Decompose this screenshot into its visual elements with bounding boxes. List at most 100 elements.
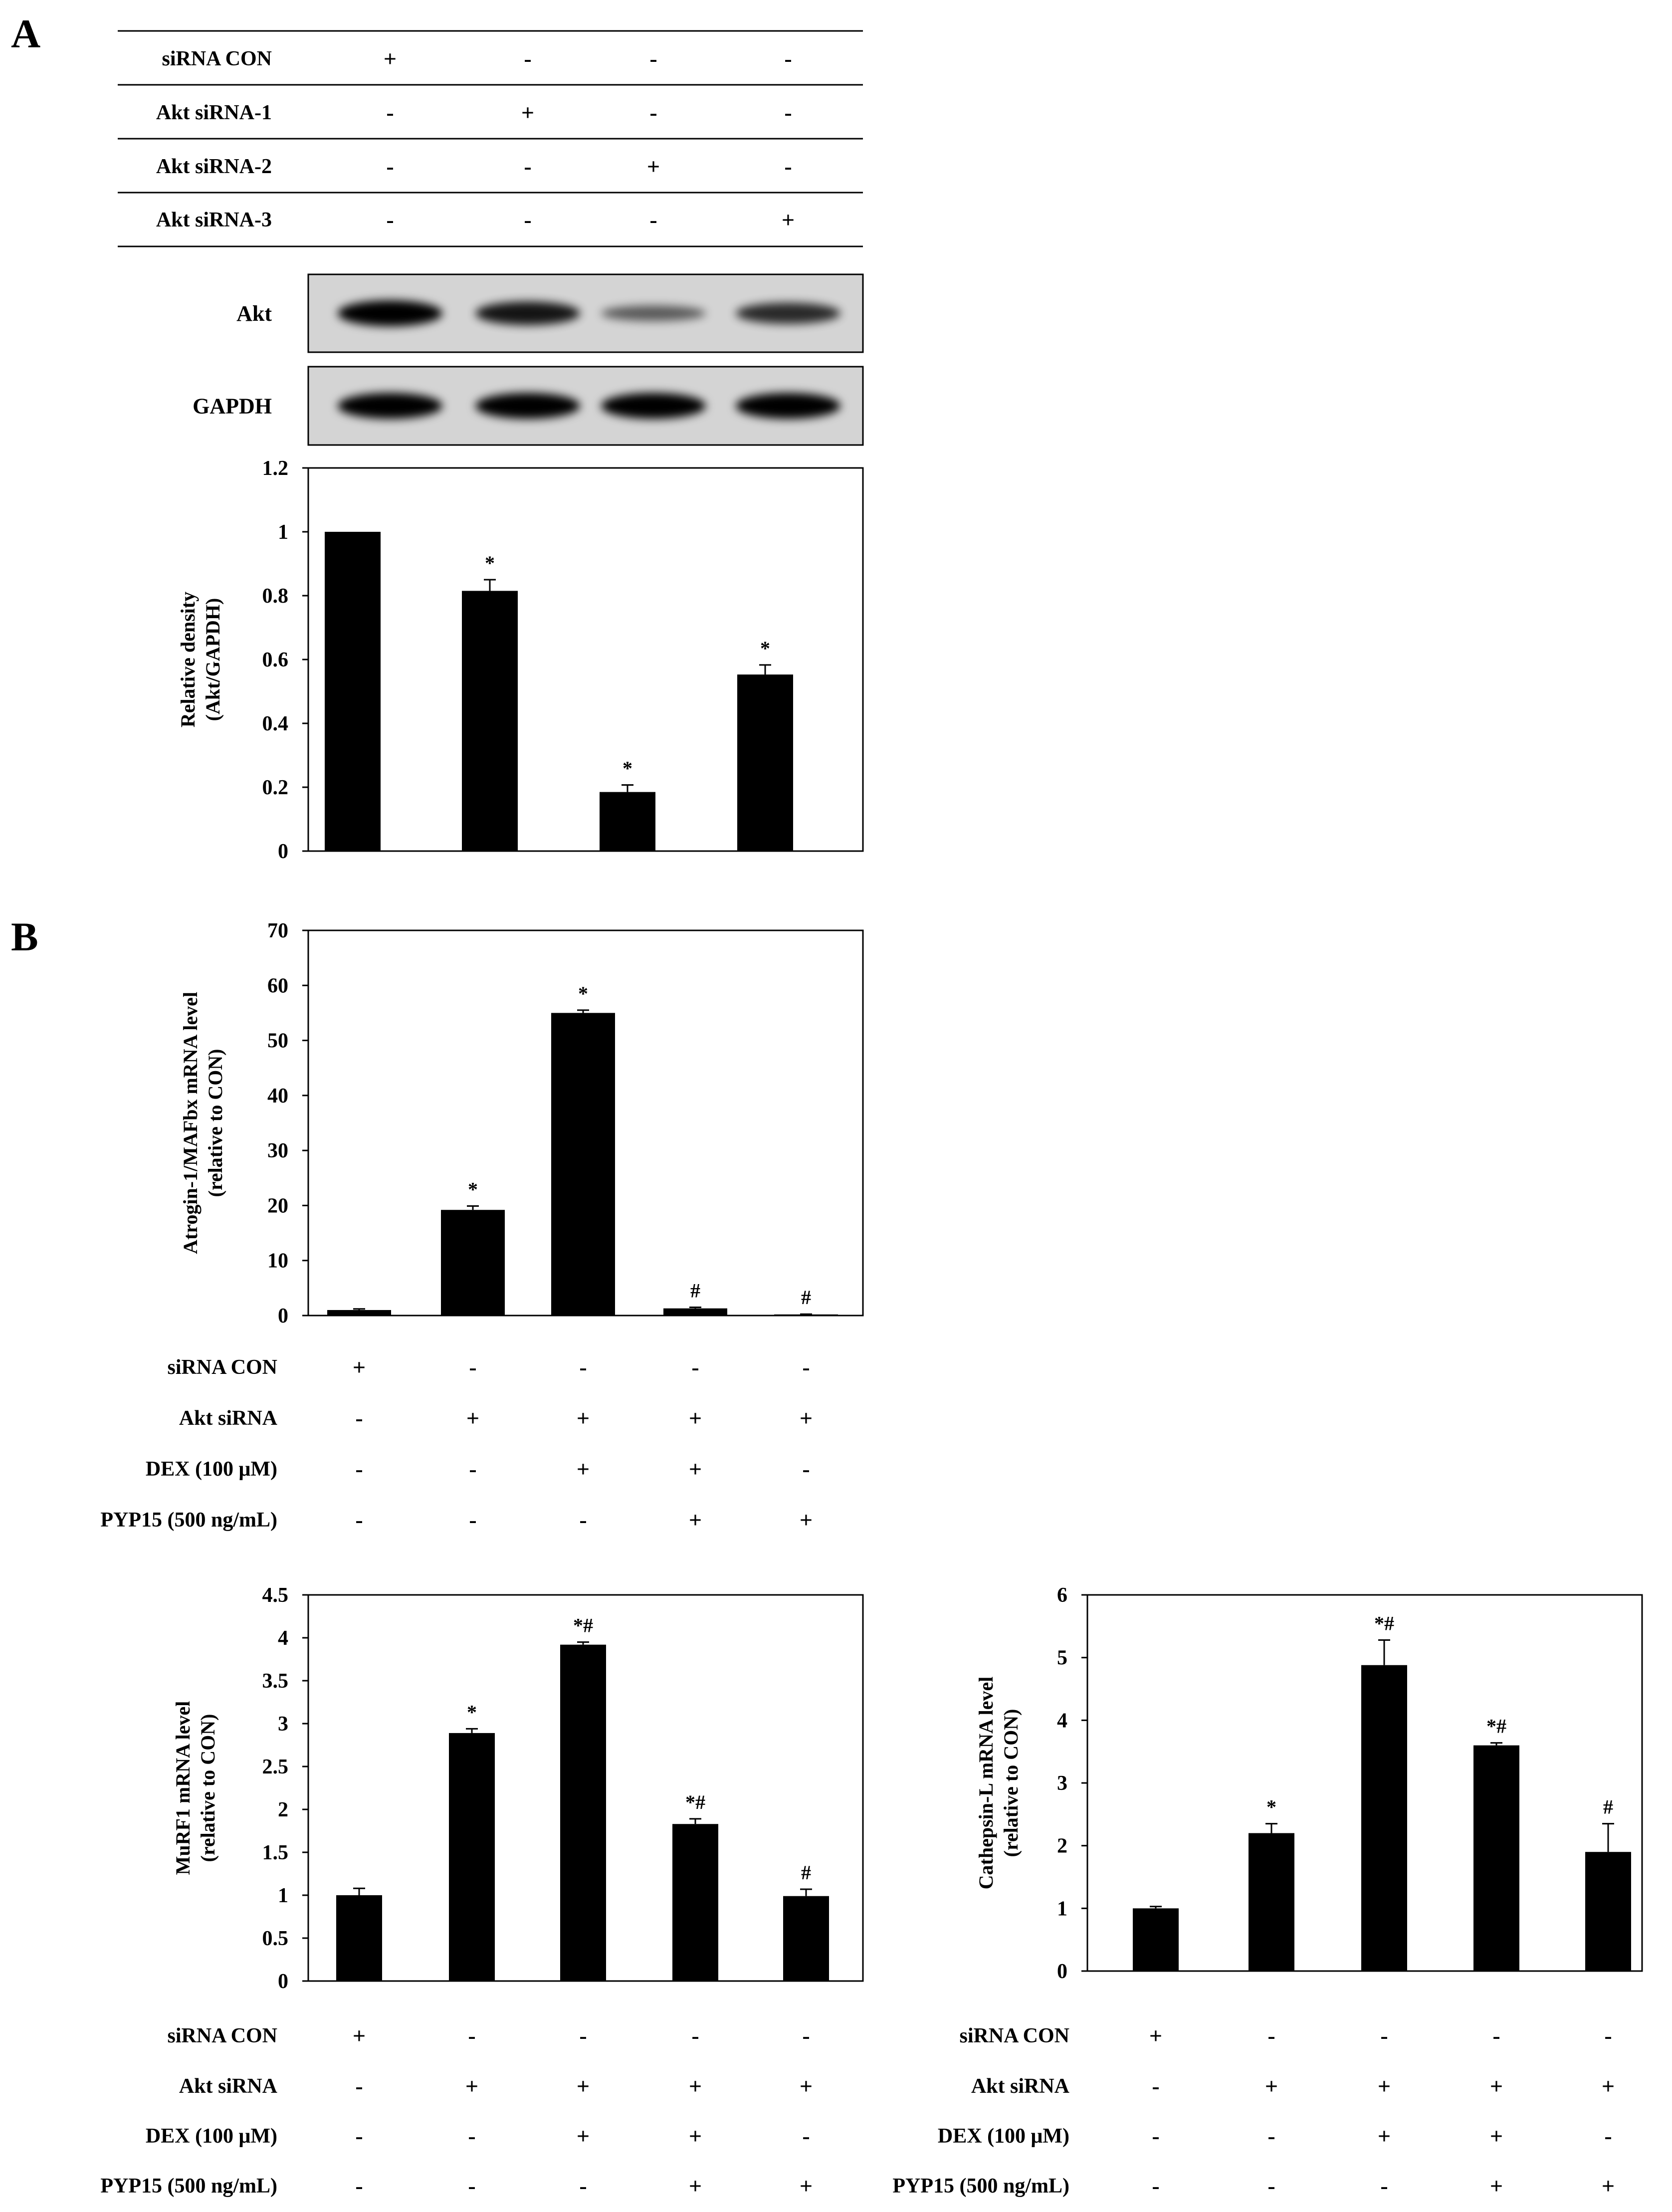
condition-sign: - — [649, 100, 657, 125]
significance-mark: * — [485, 552, 495, 574]
condition-sign: - — [1267, 2173, 1275, 2199]
condition-label: DEX (100 μM) — [938, 2125, 1069, 2148]
y-tick-label: 70 — [267, 919, 288, 942]
bar — [551, 1013, 615, 1316]
bar — [449, 1733, 495, 1981]
condition-sign: - — [784, 100, 792, 125]
significance-mark: *# — [1374, 1612, 1394, 1634]
condition-sign: - — [579, 1354, 587, 1380]
y-axis-label-line2: (relative to CON) — [204, 1049, 226, 1197]
y-axis-label-line1: Relative density — [177, 592, 199, 727]
condition-sign: + — [577, 2073, 590, 2099]
condition-sign: - — [784, 46, 792, 71]
y-tick-label: 40 — [267, 1085, 288, 1107]
condition-sign: + — [1378, 2123, 1391, 2149]
panel-letter-a: A — [11, 11, 40, 56]
condition-sign: + — [800, 2073, 813, 2099]
condition-sign: - — [1604, 2123, 1612, 2149]
condition-sign: - — [649, 46, 657, 71]
y-tick-label: 50 — [267, 1030, 288, 1053]
condition-sign: + — [782, 207, 795, 232]
significance-mark: *# — [1486, 1715, 1506, 1738]
y-tick-label: 3.5 — [262, 1670, 289, 1693]
y-tick-label: 0.8 — [262, 585, 289, 608]
condition-sign: + — [353, 1354, 366, 1380]
condition-label: Akt siRNA-1 — [156, 101, 272, 124]
condition-sign: + — [577, 2123, 590, 2149]
condition-label: siRNA CON — [167, 1356, 277, 1379]
condition-sign: + — [689, 1405, 702, 1431]
chart-akt-density: 0 0.2 0.4 0.6 0.8 1 1.2 Relative density (Akt/GA… — [177, 457, 864, 863]
bar — [327, 1310, 391, 1316]
condition-sign: + — [1265, 2073, 1278, 2099]
bar — [560, 1644, 606, 1981]
y-tick-label: 60 — [267, 974, 288, 997]
y-tick-label: 4 — [278, 1627, 288, 1650]
significance-mark: # — [1603, 1796, 1613, 1818]
significance-mark: * — [1266, 1796, 1276, 1818]
condition-sign: - — [469, 1507, 476, 1533]
y-tick-label: 4.5 — [262, 1584, 289, 1607]
condition-sign: - — [524, 46, 531, 71]
significance-mark: * — [468, 1178, 478, 1201]
condition-sign: - — [1267, 2023, 1275, 2048]
y-tick-label: 10 — [267, 1250, 288, 1273]
chart-atrogin: 0 10 20 30 40 50 60 70 Atrogin-1/MAFbx mRNA leve… — [179, 919, 864, 1327]
y-tick-label: 1 — [1057, 1897, 1067, 1920]
y-tick-label: 3 — [278, 1713, 288, 1736]
y-tick-label: 1.2 — [262, 457, 289, 480]
condition-label: siRNA CON — [162, 47, 272, 70]
condition-sign: + — [800, 1405, 813, 1431]
condition-sign: - — [1152, 2073, 1159, 2099]
blot-band — [475, 301, 580, 325]
y-axis-label-line1: Cathepsin-L mRNA level — [975, 1677, 997, 1890]
condition-sign: + — [1490, 2073, 1503, 2099]
condition-sign: + — [1490, 2123, 1503, 2149]
condition-sign: - — [355, 2073, 363, 2099]
condition-sign: + — [577, 1456, 590, 1482]
condition-label: Akt siRNA-3 — [156, 209, 272, 231]
condition-sign: + — [466, 1405, 479, 1431]
condition-sign: - — [468, 2173, 475, 2199]
bar — [672, 1824, 718, 1981]
blot-band — [601, 393, 706, 419]
condition-sign: + — [800, 1507, 813, 1533]
bar — [336, 1895, 382, 1981]
panel-a-condition-table: siRNA CON + - - - Akt siRNA-1 - + - - Akt siRNA-2 -… — [118, 30, 863, 247]
blot-band — [475, 393, 580, 419]
y-tick-label: 0 — [278, 840, 288, 863]
condition-sign: - — [1380, 2023, 1388, 2048]
condition-sign: + — [384, 46, 397, 71]
bar — [1473, 1745, 1519, 1971]
condition-label: Akt siRNA-2 — [156, 155, 272, 178]
condition-sign: - — [386, 207, 394, 232]
bar — [462, 591, 518, 851]
condition-sign: + — [1602, 2073, 1615, 2099]
condition-sign: - — [1152, 2123, 1159, 2149]
condition-sign: - — [1152, 2173, 1159, 2199]
condition-sign: - — [524, 154, 531, 179]
condition-label: siRNA CON — [959, 2024, 1069, 2047]
y-tick-label: 5 — [1057, 1647, 1067, 1670]
condition-sign: - — [1380, 2173, 1388, 2199]
y-axis-label-line2: (Akt/GAPDH) — [202, 598, 224, 721]
condition-sign: + — [577, 1405, 590, 1431]
condition-sign: - — [355, 1456, 363, 1482]
condition-label: DEX (100 μM) — [146, 2125, 277, 2148]
y-tick-label: 0 — [278, 1305, 288, 1327]
y-axis-label-line1: MuRF1 mRNA level — [172, 1701, 194, 1875]
y-tick-label: 3 — [1057, 1772, 1067, 1795]
panel-letter-b: B — [11, 914, 38, 959]
significance-mark: *# — [573, 1614, 593, 1637]
bar — [1133, 1908, 1179, 1971]
blot-band — [736, 393, 840, 419]
significance-mark: # — [690, 1279, 700, 1302]
condition-sign: + — [689, 1456, 702, 1482]
y-tick-label: 0.6 — [262, 649, 289, 671]
condition-label: Akt siRNA — [971, 2075, 1070, 2098]
western-blots: Akt GAPDH — [193, 273, 864, 446]
condition-sign: + — [521, 100, 534, 125]
y-axis-label-line2: (relative to CON) — [197, 1714, 219, 1862]
condition-sign: + — [689, 1507, 702, 1533]
